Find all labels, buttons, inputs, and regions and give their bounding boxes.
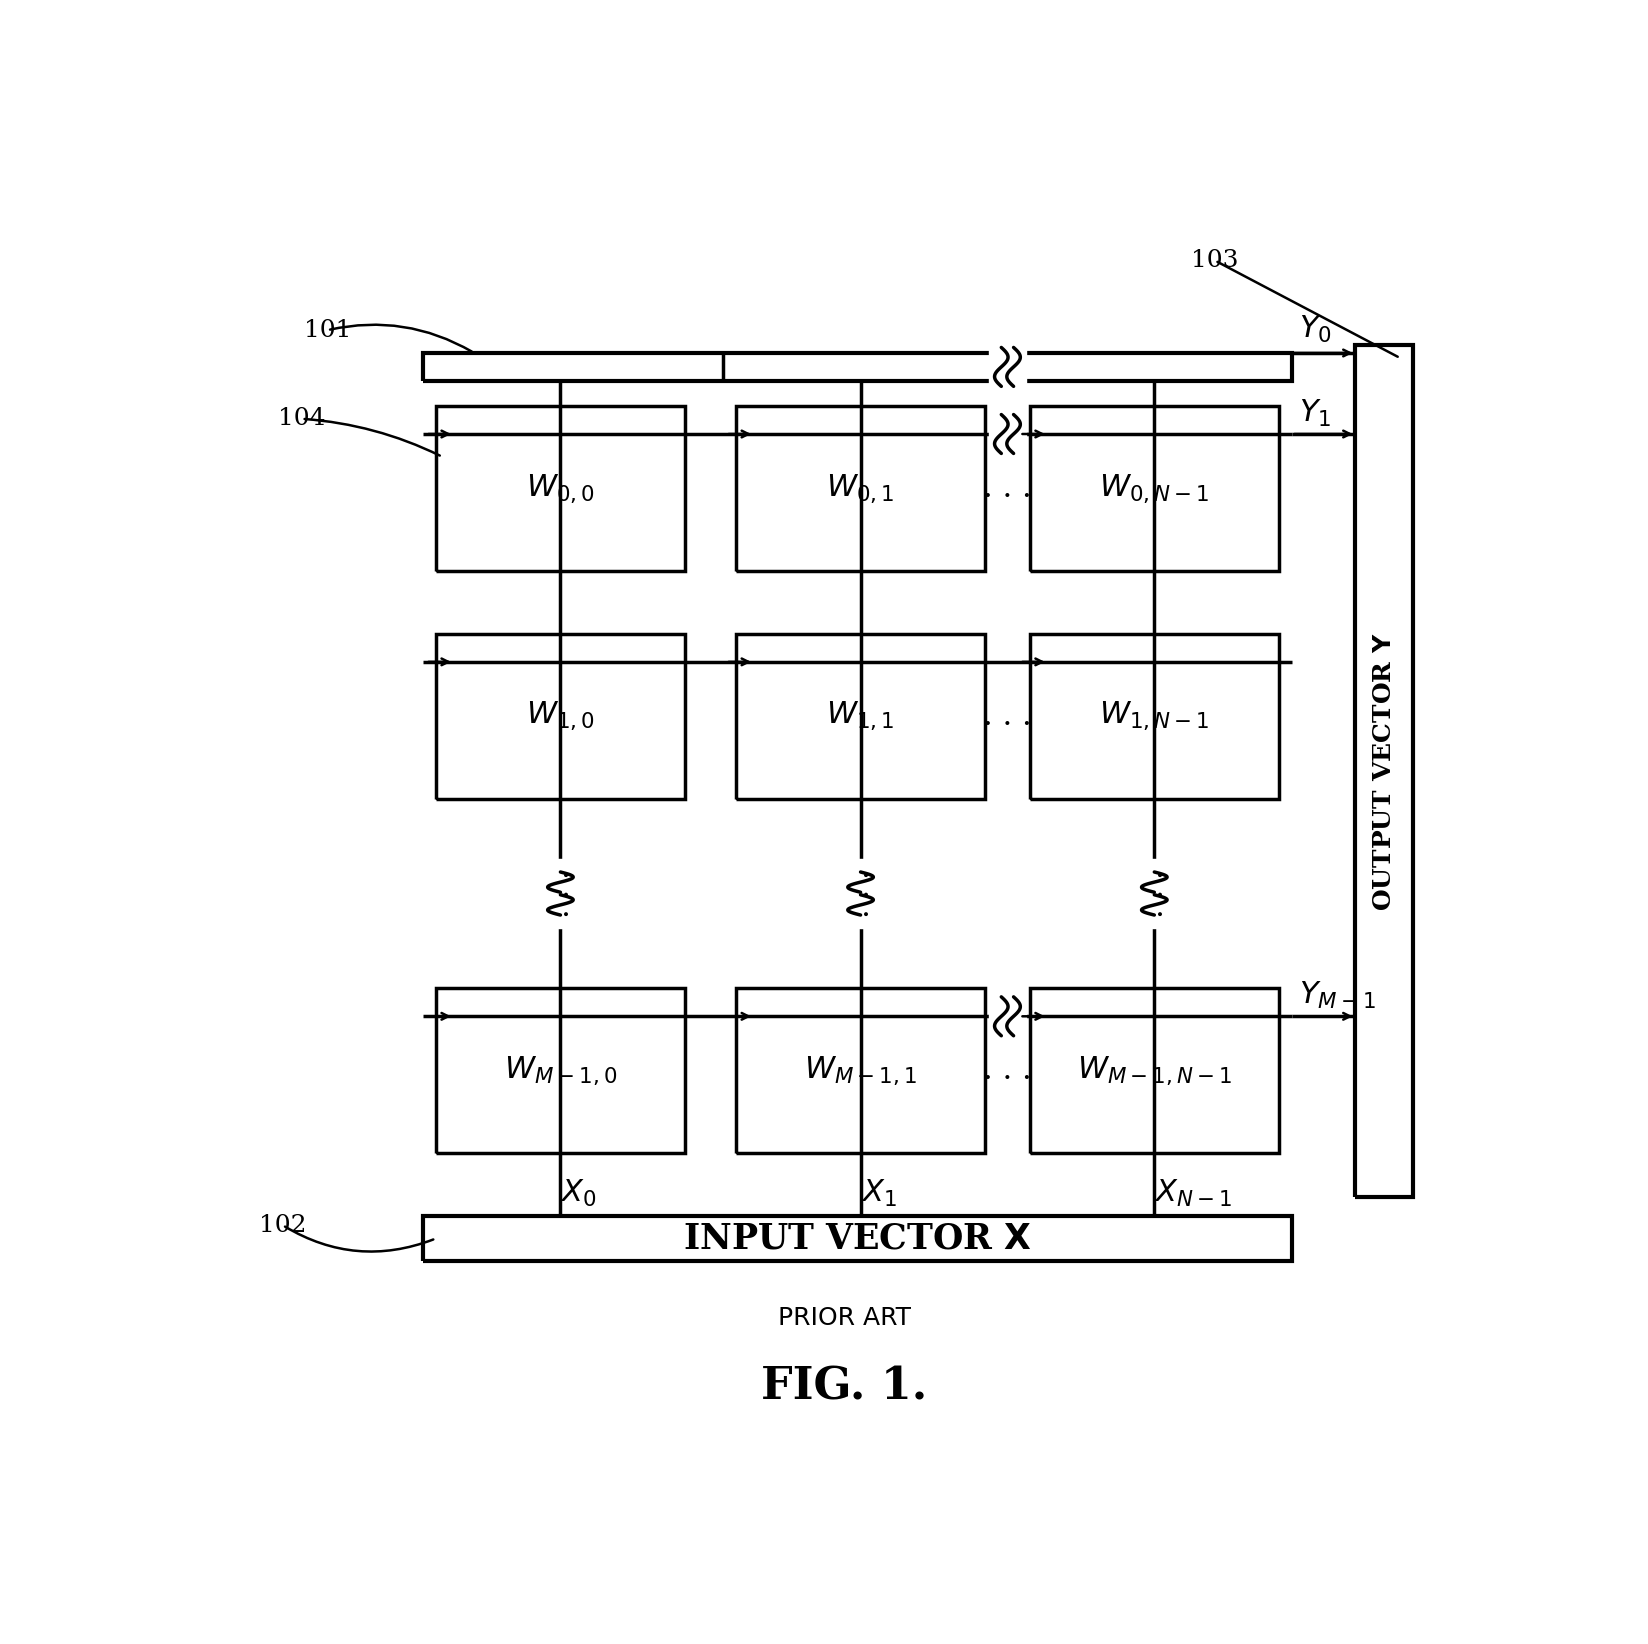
Text: 103: 103 <box>1192 250 1239 271</box>
Text: 101: 101 <box>303 319 351 342</box>
Text: . . .: . . . <box>984 700 1032 732</box>
Text: $W_{M-1,0}$: $W_{M-1,0}$ <box>504 1054 616 1087</box>
Text: . . .: . . . <box>984 1055 1032 1087</box>
Text: $Y_0$: $Y_0$ <box>1299 314 1332 345</box>
Text: FIG. 1.: FIG. 1. <box>761 1366 928 1409</box>
Text: $X_0$: $X_0$ <box>560 1177 597 1208</box>
Text: $W_{0,1}$: $W_{0,1}$ <box>826 472 895 505</box>
Text: $W_{0,0}$: $W_{0,0}$ <box>526 472 595 505</box>
Text: $X_1$: $X_1$ <box>860 1177 897 1208</box>
Text: . . .: . . . <box>836 878 885 909</box>
Text: $W_{M-1,1}$: $W_{M-1,1}$ <box>804 1054 916 1087</box>
Text: $W_{1,N-1}$: $W_{1,N-1}$ <box>1099 700 1210 733</box>
Text: 104: 104 <box>279 408 326 431</box>
Text: $W_{M-1,N-1}$: $W_{M-1,N-1}$ <box>1076 1054 1233 1087</box>
Text: $W_{1,0}$: $W_{1,0}$ <box>526 700 595 733</box>
Text: $W_{1,1}$: $W_{1,1}$ <box>826 700 895 733</box>
Text: . . .: . . . <box>1139 870 1170 917</box>
Text: OUTPUT VECTOR $\mathbf{Y}$: OUTPUT VECTOR $\mathbf{Y}$ <box>1373 631 1396 911</box>
Text: . . .: . . . <box>545 870 575 917</box>
Text: $Y_{M-1}$: $Y_{M-1}$ <box>1299 980 1376 1011</box>
Text: . . .: . . . <box>1131 878 1178 909</box>
Text: . . .: . . . <box>984 473 1032 505</box>
Text: . . .: . . . <box>536 878 585 909</box>
Text: $X_{N-1}$: $X_{N-1}$ <box>1154 1177 1233 1208</box>
Text: . . .: . . . <box>845 870 877 917</box>
Text: $Y_1$: $Y_1$ <box>1299 398 1332 429</box>
Text: 102: 102 <box>259 1213 307 1236</box>
Text: INPUT VECTOR $\mathbf{X}$: INPUT VECTOR $\mathbf{X}$ <box>682 1221 1032 1256</box>
Text: $W_{0,N-1}$: $W_{0,N-1}$ <box>1099 472 1210 505</box>
Text: PRIOR ART: PRIOR ART <box>778 1305 911 1330</box>
